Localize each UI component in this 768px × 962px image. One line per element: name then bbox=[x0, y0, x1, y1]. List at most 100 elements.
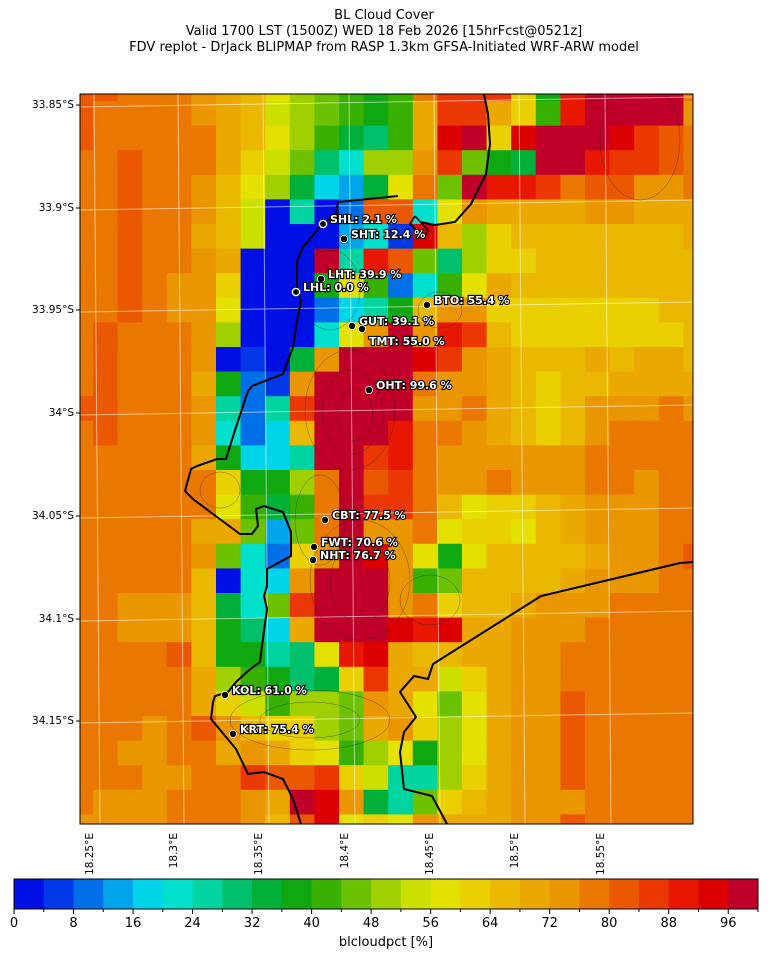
grid-cell bbox=[511, 150, 537, 176]
grid-cell bbox=[142, 617, 168, 643]
grid-cell bbox=[289, 371, 315, 397]
grid-cell bbox=[511, 396, 537, 422]
grid-cell bbox=[191, 568, 217, 594]
grid-cell bbox=[535, 396, 561, 422]
grid-cell bbox=[166, 666, 192, 692]
grid-cell bbox=[683, 199, 693, 225]
grid-cell bbox=[585, 543, 611, 569]
grid-cell bbox=[683, 174, 693, 200]
grid-cell bbox=[265, 568, 291, 594]
grid-cell bbox=[412, 420, 438, 446]
grid-cell bbox=[560, 716, 586, 742]
grid-cell bbox=[585, 617, 611, 643]
station-marker[interactable] bbox=[220, 691, 229, 700]
grid-cell bbox=[462, 716, 488, 742]
grid-cell bbox=[609, 199, 635, 225]
grid-cell bbox=[609, 445, 635, 471]
grid-cell bbox=[265, 519, 291, 545]
station-marker[interactable] bbox=[316, 274, 325, 283]
grid-cell bbox=[339, 199, 365, 225]
grid-cell bbox=[240, 814, 266, 824]
grid-cell bbox=[240, 470, 266, 496]
grid-cell bbox=[486, 789, 512, 815]
grid-cell bbox=[289, 101, 315, 127]
grid-cell bbox=[683, 666, 693, 692]
grid-cell bbox=[289, 199, 315, 225]
grid-cell bbox=[289, 519, 315, 545]
grid-cell bbox=[314, 445, 340, 471]
grid-cell bbox=[339, 94, 365, 102]
grid-cell bbox=[314, 642, 340, 668]
grid-cell bbox=[363, 445, 389, 471]
grid-cell bbox=[191, 666, 217, 692]
grid-cell bbox=[216, 125, 242, 151]
station-label: SHT: 12.4 % bbox=[351, 228, 425, 241]
grid-cell bbox=[585, 789, 611, 815]
grid-cell bbox=[339, 593, 365, 619]
grid-cell bbox=[216, 470, 242, 496]
station-marker[interactable] bbox=[228, 730, 237, 739]
grid-cell bbox=[314, 568, 340, 594]
station-marker[interactable] bbox=[320, 516, 329, 525]
grid-cell bbox=[191, 347, 217, 373]
grid-cell bbox=[462, 150, 488, 176]
station-label: LHT: 39.9 % bbox=[328, 268, 401, 281]
grid-cell bbox=[363, 642, 389, 668]
grid-cell bbox=[289, 617, 315, 643]
grid-cell bbox=[511, 494, 537, 520]
station-marker[interactable] bbox=[422, 300, 431, 309]
grid-cell bbox=[117, 445, 143, 471]
station-marker[interactable] bbox=[309, 543, 318, 552]
grid-cell bbox=[462, 543, 488, 569]
meridian-line bbox=[433, 94, 441, 824]
colorbar-tick-label: 88 bbox=[660, 916, 677, 931]
harbour-breakwater bbox=[408, 215, 429, 240]
grid-cell bbox=[142, 691, 168, 717]
colorbar-tick-label: 48 bbox=[362, 916, 380, 931]
colorbar-tick-label: 56 bbox=[422, 916, 439, 931]
grid-cell bbox=[265, 445, 291, 471]
grid-cell bbox=[117, 396, 143, 422]
station-marker[interactable] bbox=[308, 556, 317, 565]
grid-cell bbox=[240, 543, 266, 569]
grid-cell bbox=[166, 593, 192, 619]
meridian-line bbox=[262, 94, 270, 824]
grid-cell bbox=[80, 396, 94, 422]
grid-cell bbox=[535, 789, 561, 815]
grid-cell bbox=[216, 174, 242, 200]
colorbar-tick-label: 0 bbox=[9, 916, 19, 931]
grid-cell bbox=[412, 273, 438, 299]
grid-cell bbox=[683, 470, 693, 496]
station-marker[interactable] bbox=[347, 321, 356, 330]
grid-cell bbox=[80, 371, 94, 397]
colorbar-tick-label: 96 bbox=[719, 916, 737, 931]
grid-cell bbox=[240, 420, 266, 446]
grid-cell bbox=[80, 420, 94, 446]
grid-cell bbox=[658, 174, 684, 200]
grid-cell bbox=[314, 716, 340, 742]
grid-cell bbox=[388, 642, 414, 668]
station-marker[interactable] bbox=[291, 287, 301, 297]
grid-cell bbox=[388, 199, 414, 225]
station-marker[interactable] bbox=[364, 385, 373, 394]
parallel-line bbox=[80, 610, 693, 622]
grid-cell bbox=[339, 642, 365, 668]
station-marker[interactable] bbox=[318, 219, 328, 229]
grid-cell bbox=[166, 396, 192, 422]
grid-cell bbox=[363, 420, 389, 446]
grid-cell bbox=[363, 396, 389, 422]
grid-cell bbox=[314, 396, 340, 422]
west-coastline bbox=[183, 195, 399, 824]
grid-cell bbox=[80, 199, 94, 225]
station-marker[interactable] bbox=[357, 324, 366, 333]
grid-cell bbox=[388, 814, 414, 824]
station-label: SHL: 2.1 % bbox=[330, 213, 397, 226]
grid-cell bbox=[486, 716, 512, 742]
grid-cell bbox=[117, 371, 143, 397]
grid-cell bbox=[462, 94, 488, 102]
x-tick-label: 18.35°E bbox=[253, 833, 265, 875]
station-marker[interactable] bbox=[339, 234, 348, 243]
grid-cell bbox=[585, 593, 611, 619]
grid-cell bbox=[216, 94, 242, 102]
grid-cell bbox=[191, 224, 217, 250]
